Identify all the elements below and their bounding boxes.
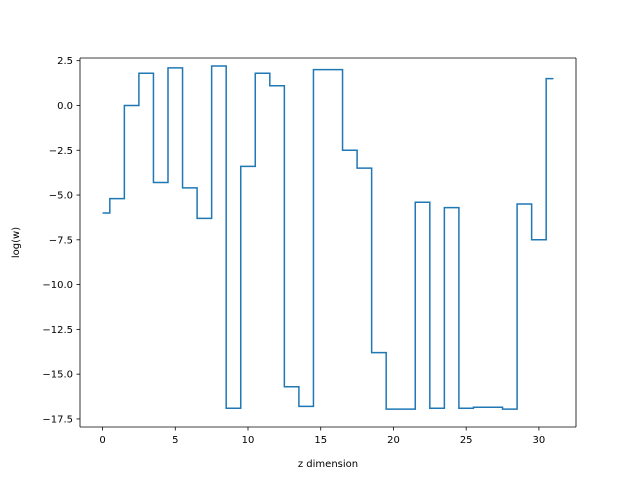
y-tick-label: −12.5 <box>42 325 73 336</box>
axes-spines <box>79 57 577 428</box>
x-tick-label: 15 <box>314 435 327 446</box>
y-tick-label: −2.5 <box>49 146 73 157</box>
x-tick-label: 10 <box>242 435 255 446</box>
y-axis-label: log(w) <box>11 227 22 258</box>
x-tick-label: 20 <box>387 435 400 446</box>
y-tick-label: −7.5 <box>49 235 73 246</box>
series-line <box>102 65 554 410</box>
x-axis-label: z dimension <box>298 459 358 470</box>
x-tick-label: 25 <box>460 435 473 446</box>
plot-area: 0 5 10 15 20 25 30 2.5 0.0 −2.5 −5.0 −7.5 −10.0 −12.… <box>42 56 577 446</box>
x-tick-label: 0 <box>99 435 105 446</box>
y-axis-ticks: 2.5 0.0 −2.5 −5.0 −7.5 −10.0 −12.5 −15.0 −17.5 <box>42 56 80 425</box>
x-tick-label: 5 <box>172 435 178 446</box>
y-tick-label: −5.0 <box>49 191 73 202</box>
x-tick-label: 30 <box>533 435 546 446</box>
axes-frame <box>80 58 576 427</box>
y-tick-label: −17.5 <box>42 414 73 425</box>
y-tick-label: 0.0 <box>57 101 73 112</box>
y-tick-label: −10.0 <box>42 280 73 291</box>
x-axis-ticks: 0 5 10 15 20 25 30 <box>99 427 545 446</box>
y-tick-label: 2.5 <box>57 56 73 67</box>
y-tick-label: −15.0 <box>42 370 73 381</box>
